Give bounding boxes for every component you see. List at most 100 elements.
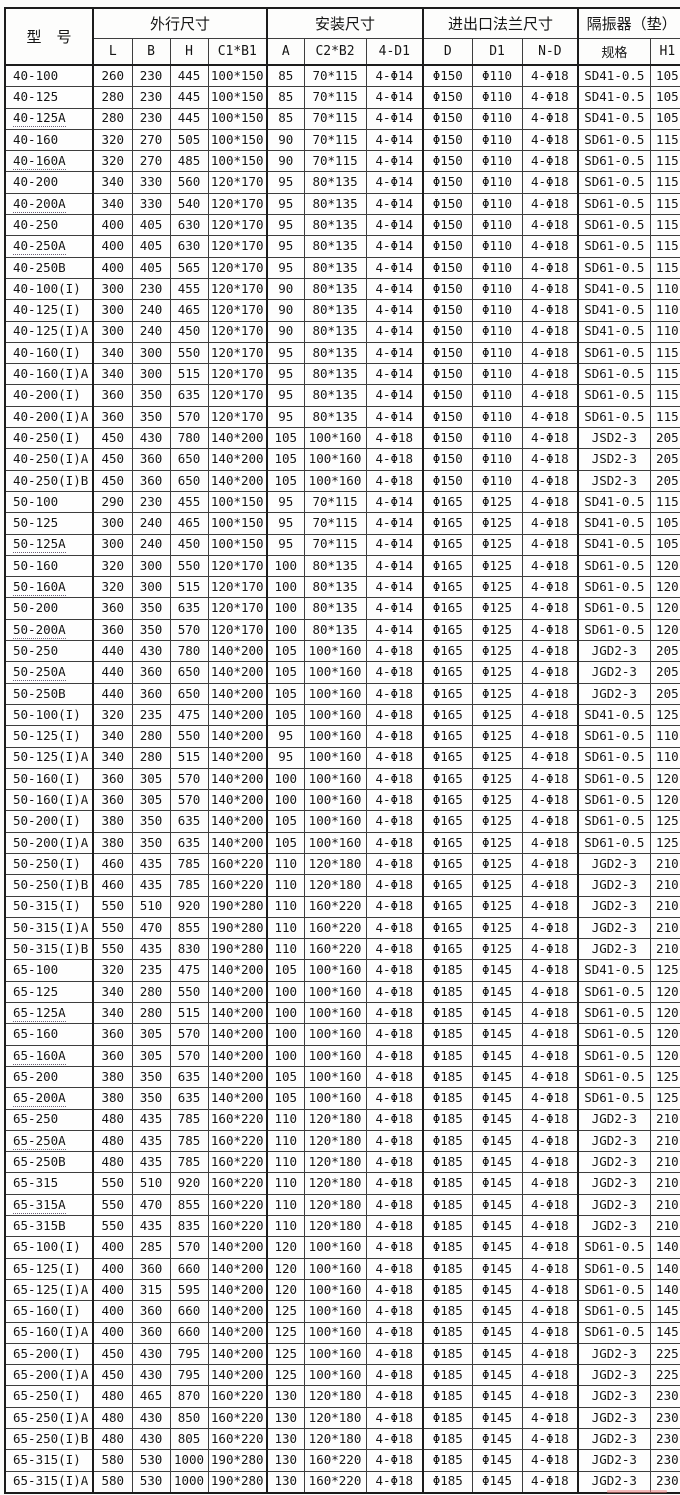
value-cell: 455 xyxy=(169,490,209,514)
value-cell: 160*220 xyxy=(303,916,367,940)
value-cell: 105 xyxy=(266,810,305,833)
subheader-col-L: L xyxy=(92,38,133,66)
value-cell: SD41-0.5 xyxy=(577,533,651,556)
value-cell: SD41-0.5 xyxy=(577,64,651,88)
value-cell: 400 xyxy=(92,1321,133,1344)
value-cell: 4-Φ18 xyxy=(365,1427,424,1451)
value-cell: 4-Φ18 xyxy=(365,1065,424,1089)
value-cell: 100 xyxy=(266,554,305,578)
value-cell: 270 xyxy=(131,128,171,152)
value-cell: 110 xyxy=(266,916,305,940)
value-cell: 350 xyxy=(131,384,171,407)
value-cell: 430 xyxy=(131,1406,171,1430)
table-row: 65-100(I) 400 285 570 140*200 120 100*160 4-Φ18… xyxy=(4,1236,680,1259)
value-cell: 4-Φ18 xyxy=(365,1321,424,1344)
value-cell: Φ110 xyxy=(471,341,523,365)
value-cell: 305 xyxy=(131,1044,171,1067)
model-label: 65-250(I)A xyxy=(13,1409,89,1425)
value-cell: 4-Φ14 xyxy=(365,405,424,429)
value-cell: 210 xyxy=(649,1193,680,1217)
value-cell: 105 xyxy=(266,682,305,705)
value-cell: Φ165 xyxy=(422,533,473,556)
value-cell: 480 xyxy=(92,1129,133,1153)
model-label: 65-250 xyxy=(13,1111,59,1127)
value-cell: 4-Φ18 xyxy=(521,1406,579,1430)
value-cell: Φ110 xyxy=(471,64,523,88)
value-cell: 115 xyxy=(649,214,680,237)
value-cell: SD41-0.5 xyxy=(577,490,651,514)
value-cell: Φ110 xyxy=(471,256,523,279)
model-label: 50-160(I) xyxy=(13,770,81,786)
value-cell: 95 xyxy=(266,384,305,407)
value-cell: 95 xyxy=(266,746,305,769)
value-cell: 130 xyxy=(266,1385,305,1408)
value-cell: 780 xyxy=(169,640,209,663)
value-cell: 360 xyxy=(92,618,133,642)
subheader-col-D1: D1 xyxy=(471,38,523,66)
value-cell: 145 xyxy=(649,1321,680,1344)
value-cell: 280 xyxy=(131,980,171,1004)
value-cell: Φ125 xyxy=(471,597,523,620)
value-cell: Φ145 xyxy=(471,1002,523,1025)
value-cell: 285 xyxy=(131,1236,171,1259)
value-cell: Φ165 xyxy=(422,746,473,769)
table-row: 50-125(I)A 340 280 515 140*200 95 100*160 4-Φ18… xyxy=(4,746,680,769)
value-cell: 100*160 xyxy=(303,1364,367,1387)
table-row: 50-200 360 350 635 120*170 100 80*135 4-Φ14 Φ165… xyxy=(4,597,680,620)
table-row: 65-125A 340 280 515 140*200 100 100*160 4-Φ18 Φ1… xyxy=(4,1002,680,1025)
value-cell: SD61-0.5 xyxy=(577,1023,651,1046)
value-cell: 80*135 xyxy=(303,554,367,578)
table-body: 40-100 260 230 445 100*150 85 70*115 4-Φ14 Φ150 Φ… xyxy=(4,64,680,1494)
value-cell: 90 xyxy=(266,299,305,322)
value-cell: 85 xyxy=(266,64,305,88)
model-label: 40-250A xyxy=(13,238,66,256)
table-row: 40-160(I) 340 300 550 120*170 95 80*135 4-Φ14 Φ1… xyxy=(4,341,680,365)
value-cell: 480 xyxy=(92,1406,133,1430)
value-cell: 650 xyxy=(169,661,209,684)
model-cell: 65-315(I) xyxy=(4,1449,94,1472)
value-cell: 95 xyxy=(266,490,305,514)
value-cell: 515 xyxy=(169,746,209,769)
model-label: 65-250(I) xyxy=(13,1388,81,1404)
value-cell: Φ165 xyxy=(422,852,473,876)
value-cell: SD41-0.5 xyxy=(577,959,651,982)
value-cell: 360 xyxy=(92,1044,133,1067)
value-cell: Φ110 xyxy=(471,107,523,130)
value-cell: 210 xyxy=(649,895,680,918)
subheader-col-H: H xyxy=(169,38,209,66)
value-cell: 480 xyxy=(92,1108,133,1131)
value-cell: 550 xyxy=(169,341,209,365)
value-cell: Φ110 xyxy=(471,448,523,471)
value-cell: 480 xyxy=(92,1385,133,1408)
value-cell: Φ110 xyxy=(471,427,523,450)
value-cell: Φ185 xyxy=(422,1172,473,1195)
value-cell: 120*180 xyxy=(303,1193,367,1217)
value-cell: Φ110 xyxy=(471,192,523,216)
value-cell: 4-Φ18 xyxy=(521,320,579,343)
value-cell: SD61-0.5 xyxy=(577,746,651,769)
table-row: 65-315(I) 580 530 1000 190*280 130 160*220 4-Φ1… xyxy=(4,1449,680,1472)
model-label: 40-200(I)A xyxy=(13,408,89,424)
value-cell: Φ150 xyxy=(422,192,473,216)
value-cell: 435 xyxy=(131,1151,171,1174)
value-cell: 4-Φ18 xyxy=(521,1023,579,1046)
value-cell: 4-Φ18 xyxy=(365,1023,424,1046)
value-cell: Φ165 xyxy=(422,640,473,663)
value-cell: 400 xyxy=(92,1236,133,1259)
value-cell: 920 xyxy=(169,895,209,918)
value-cell: 305 xyxy=(131,789,171,812)
value-cell: 360 xyxy=(131,1300,171,1323)
value-cell: 4-Φ18 xyxy=(521,1236,579,1259)
value-cell: SD61-0.5 xyxy=(577,363,651,386)
value-cell: 4-Φ18 xyxy=(521,916,579,940)
value-cell: Φ145 xyxy=(471,1023,523,1046)
value-cell: 240 xyxy=(131,320,171,343)
value-cell: 300 xyxy=(92,299,133,322)
value-cell: SD61-0.5 xyxy=(577,980,651,1004)
value-cell: 120 xyxy=(649,1002,680,1025)
value-cell: 510 xyxy=(131,1172,171,1195)
model-label: 65-200(I)A xyxy=(13,1367,89,1382)
table-row: 50-250A 440 360 650 140*200 105 100*160 4-Φ18 Φ1… xyxy=(4,661,680,684)
value-cell: 110 xyxy=(649,725,680,748)
value-cell: 100*150 xyxy=(207,128,268,152)
